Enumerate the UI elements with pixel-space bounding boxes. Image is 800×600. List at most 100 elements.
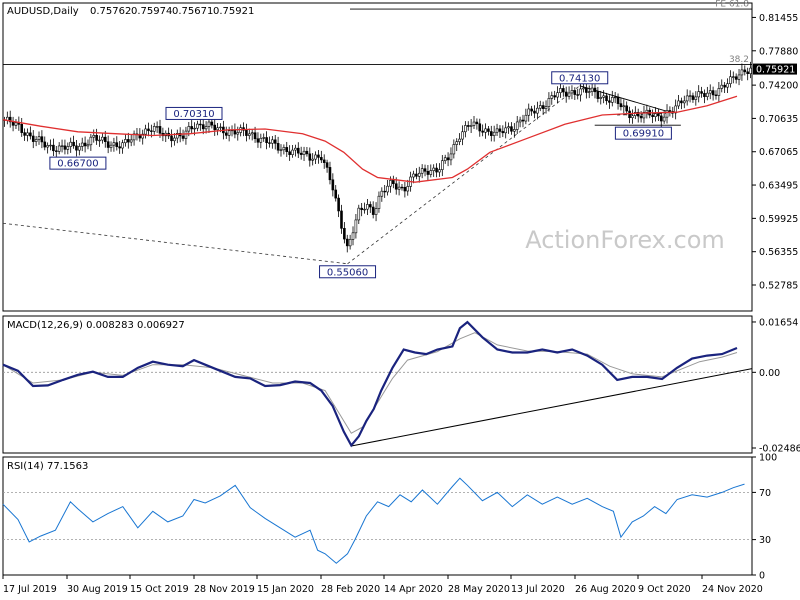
- candle-body: [714, 94, 718, 97]
- candle-body: [562, 88, 565, 93]
- rsi-y-tick-label: 30: [759, 535, 771, 546]
- candle-body: [354, 219, 358, 234]
- candle-body: [438, 169, 441, 173]
- candle-body: [54, 150, 58, 152]
- candle-body: [78, 146, 81, 151]
- candle-body: [345, 238, 349, 247]
- price-y-tick-label: 0.77880: [759, 46, 798, 57]
- candle-body: [530, 108, 533, 112]
- candle-body: [734, 76, 738, 80]
- candle-body: [233, 129, 237, 135]
- candle-body: [296, 147, 300, 154]
- candle-body: [478, 123, 482, 132]
- candle-body: [657, 113, 660, 117]
- candle-body: [550, 95, 554, 99]
- price-ohlc-high: 0.75974: [131, 6, 172, 17]
- candle-body: [380, 190, 384, 197]
- x-tick-label: 13 Jul 2020: [511, 584, 565, 595]
- candle-body: [196, 123, 199, 129]
- price-ohlc-low: 0.75671: [172, 6, 213, 17]
- candle-body: [224, 132, 228, 136]
- fib-level-label: FE 61.8: [715, 0, 749, 10]
- candle-body: [749, 67, 752, 75]
- candle-body: [642, 111, 646, 119]
- price-ohlc-open: 0.75762: [90, 6, 131, 17]
- last-price-box: [753, 63, 797, 75]
- candle-body: [567, 92, 571, 97]
- candle-body: [75, 145, 78, 151]
- rsi-panel-frame: [2, 456, 753, 576]
- candle-body: [72, 141, 75, 147]
- x-tick-label: 26 Aug 2020: [575, 584, 636, 595]
- price-title: AUDUSD,Daily: [7, 6, 79, 17]
- candle-body: [155, 126, 159, 128]
- candle-body: [688, 95, 692, 97]
- candle-body: [132, 133, 136, 141]
- candle-body: [207, 121, 211, 127]
- candle-body: [596, 91, 600, 99]
- price-y-tick-label: 0.63495: [759, 181, 798, 192]
- candle-body: [651, 114, 654, 117]
- candle-body: [253, 132, 257, 140]
- candle-body: [472, 121, 476, 126]
- candle-body: [63, 145, 67, 150]
- candle-body: [495, 128, 499, 133]
- candle-body: [184, 130, 188, 139]
- candle-body: [250, 132, 254, 135]
- candle-body: [366, 204, 369, 210]
- macd-line: [2, 320, 738, 448]
- price-annotation-label: 0.55060: [327, 267, 368, 278]
- candle-body: [129, 139, 133, 143]
- candle-body: [152, 126, 156, 132]
- candle-body: [193, 127, 196, 130]
- candle-body: [400, 186, 404, 189]
- candle-body: [608, 100, 611, 103]
- price-annotation-label: 0.69910: [623, 129, 664, 140]
- fib-level-label: 38.2: [729, 55, 749, 65]
- candle-body: [729, 76, 732, 84]
- candle-body: [700, 91, 703, 94]
- candle-body: [559, 88, 562, 93]
- candle-body: [219, 126, 222, 129]
- candle-body: [524, 114, 528, 122]
- candle-body: [521, 119, 525, 122]
- candle-body: [248, 133, 251, 136]
- moving-average-line: [2, 95, 738, 183]
- candle-body: [683, 100, 686, 104]
- candle-body: [288, 151, 291, 155]
- candle-body: [394, 183, 398, 190]
- candle-body: [147, 128, 150, 132]
- candle-body: [426, 170, 430, 175]
- candle-body: [66, 146, 70, 150]
- candle-body: [746, 71, 749, 75]
- macd-y-axis: 0.01654 0.00 -0.02486: [752, 317, 800, 455]
- candle-body: [481, 130, 484, 133]
- candle-body: [740, 69, 744, 76]
- candle-body: [340, 210, 343, 229]
- candle-body: [57, 145, 61, 152]
- candle-body: [536, 107, 539, 114]
- candle-body: [43, 141, 47, 148]
- candle-body: [389, 180, 392, 187]
- candle-body: [334, 189, 338, 199]
- candle-body: [570, 90, 574, 94]
- candle-body: [585, 87, 588, 93]
- price-y-tick-label: 0.67065: [759, 147, 798, 158]
- candle-body: [466, 125, 470, 127]
- price-annotations: 0.66700 0.70310 0.55060 0.74130 0.69910: [49, 71, 672, 279]
- candle-body: [227, 130, 231, 136]
- candle-body: [674, 105, 677, 114]
- candle-body: [406, 186, 410, 192]
- candle-body: [654, 113, 657, 117]
- x-tick-label: 14 Apr 2020: [384, 584, 443, 595]
- candle-body: [311, 158, 314, 161]
- candle-body: [170, 135, 173, 142]
- candle-body: [518, 119, 522, 123]
- candle-body: [60, 145, 64, 147]
- candle-body: [115, 142, 119, 148]
- candle-body: [593, 87, 597, 93]
- candle-body: [124, 139, 127, 144]
- price-y-tick-label: 0.70635: [759, 114, 798, 125]
- candle-body: [29, 132, 32, 137]
